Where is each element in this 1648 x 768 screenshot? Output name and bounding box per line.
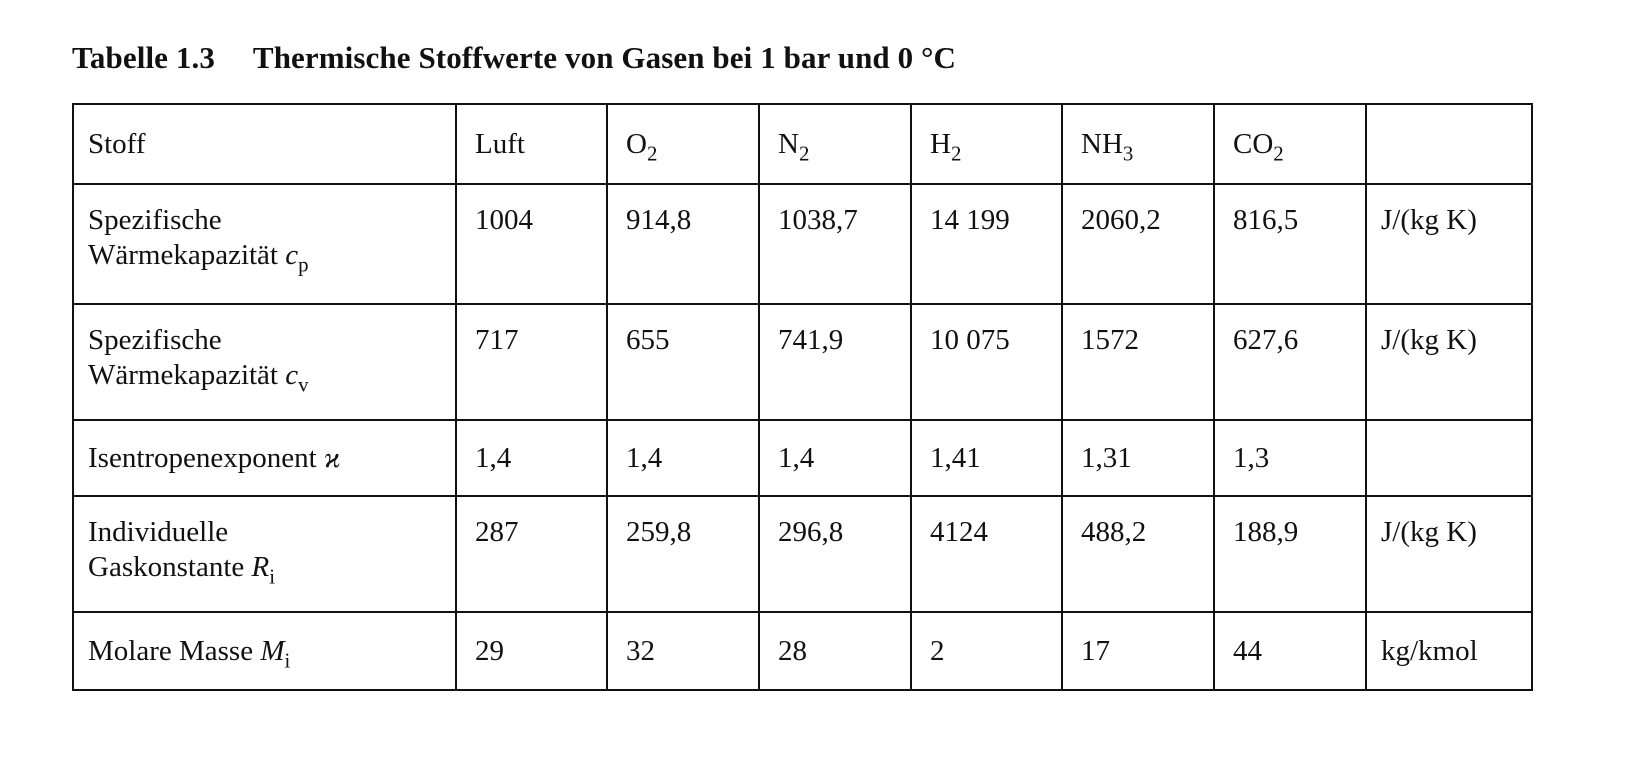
row-label-line2: Isentropenexponent ϰ — [88, 441, 455, 476]
row-symbol: R — [251, 550, 270, 583]
column-name: H — [930, 127, 951, 160]
value-cell: 4124 — [910, 495, 1063, 613]
row-label-cell: Molare Masse Mi — [72, 611, 457, 691]
value-cell: 17 — [1061, 611, 1215, 691]
value-cell: 488,2 — [1061, 495, 1215, 613]
row-label-line2: Wärmekapazität cv — [88, 358, 455, 397]
value-cell: 2060,2 — [1061, 183, 1215, 305]
value-cell: 259,8 — [606, 495, 760, 613]
column-subscript: 2 — [950, 140, 962, 165]
column-name: CO — [1233, 127, 1274, 160]
table-caption: Tabelle 1.3 Thermische Stoffwerte von Gas… — [72, 40, 956, 76]
header-cell: NH3 — [1061, 103, 1215, 185]
row-symbol: M — [260, 634, 285, 667]
header-label: Stoff — [88, 127, 146, 160]
value-cell: 1,4 — [606, 419, 760, 497]
column-subscript: 2 — [798, 140, 810, 165]
row-label-line2: Gaskonstante Ri — [88, 550, 455, 589]
table-number: Tabelle 1.3 — [72, 40, 215, 75]
column-subscript: 3 — [1122, 140, 1134, 165]
row-label-line1: Spezifische — [88, 324, 222, 356]
row-label-text: Isentropenexponent — [88, 441, 317, 474]
header-cell: N2 — [758, 103, 912, 185]
value-cell: 28 — [758, 611, 912, 691]
row-symbol-subscript: p — [298, 252, 309, 277]
value-cell: 188,9 — [1213, 495, 1367, 613]
row-label-cell: Spezifische Wärmekapazität cp — [72, 183, 457, 305]
row-label-line1: Spezifische — [88, 204, 222, 236]
row-symbol: c — [285, 358, 299, 391]
value-cell: 296,8 — [758, 495, 912, 613]
row-symbol-subscript: v — [298, 372, 309, 397]
row-label-cell: Isentropenexponent ϰ — [72, 419, 457, 497]
row-label-text: Molare Masse — [88, 634, 254, 667]
table-row: Individuelle Gaskonstante Ri 287 259,8 2… — [72, 495, 1533, 613]
column-name: O — [626, 127, 647, 160]
row-symbol-subscript: i — [284, 647, 291, 672]
value-cell: 14 199 — [910, 183, 1063, 305]
value-cell: 2 — [910, 611, 1063, 691]
table-row: Spezifische Wärmekapazität cv 717 655 74… — [72, 303, 1533, 421]
unit-cell: J/(kg K) — [1365, 183, 1533, 305]
value-cell: 32 — [606, 611, 760, 691]
value-cell: 29 — [455, 611, 608, 691]
row-label-text: Gaskonstante — [88, 550, 245, 583]
value-cell: 627,6 — [1213, 303, 1367, 421]
value-cell: 741,9 — [758, 303, 912, 421]
unit-cell — [1365, 419, 1533, 497]
column-subscript: 2 — [646, 140, 658, 165]
column-name: N — [778, 127, 799, 160]
header-label-cell: Stoff — [72, 103, 457, 185]
value-cell: 287 — [455, 495, 608, 613]
value-cell: 655 — [606, 303, 760, 421]
unit-cell: J/(kg K) — [1365, 303, 1533, 421]
gas-properties-table: Stoff Luft O2 N2 H2 NH3 CO2 Spezifische … — [72, 103, 1533, 691]
row-symbol-subscript: i — [269, 564, 276, 589]
table-row: Spezifische Wärmekapazität cp 1004 914,8… — [72, 183, 1533, 305]
column-name: Luft — [475, 127, 525, 160]
table-title: Thermische Stoffwerte von Gasen bei 1 ba… — [252, 40, 957, 75]
row-label-cell: Spezifische Wärmekapazität cv — [72, 303, 457, 421]
header-cell: H2 — [910, 103, 1063, 185]
value-cell: 816,5 — [1213, 183, 1367, 305]
value-cell: 1,4 — [758, 419, 912, 497]
header-cell: O2 — [606, 103, 760, 185]
header-row: Stoff Luft O2 N2 H2 NH3 CO2 — [72, 103, 1533, 185]
unit-cell: kg/kmol — [1365, 611, 1533, 691]
column-subscript: 2 — [1273, 140, 1284, 165]
value-cell: 1004 — [455, 183, 608, 305]
unit-cell: J/(kg K) — [1365, 495, 1533, 613]
row-label-text: Wärmekapazität — [88, 358, 278, 391]
value-cell: 1,4 — [455, 419, 608, 497]
value-cell: 44 — [1213, 611, 1367, 691]
header-cell: Luft — [455, 103, 608, 185]
value-cell: 1,3 — [1213, 419, 1367, 497]
value-cell: 1572 — [1061, 303, 1215, 421]
row-label-text: Wärmekapazität — [88, 238, 278, 271]
value-cell: 1,41 — [910, 419, 1063, 497]
row-label-line2: Wärmekapazität cp — [88, 238, 455, 277]
value-cell: 10 075 — [910, 303, 1063, 421]
row-label-cell: Individuelle Gaskonstante Ri — [72, 495, 457, 613]
row-symbol: ϰ — [323, 441, 341, 474]
value-cell: 1038,7 — [758, 183, 912, 305]
value-cell: 914,8 — [606, 183, 760, 305]
row-label-line2: Molare Masse Mi — [88, 634, 455, 672]
table-row: Isentropenexponent ϰ 1,4 1,4 1,4 1,41 1,… — [72, 419, 1533, 497]
column-name: NH — [1081, 127, 1123, 160]
table-row: Molare Masse Mi 29 32 28 2 17 44 kg/kmol — [72, 611, 1533, 691]
header-cell: CO2 — [1213, 103, 1367, 185]
header-unit-cell — [1365, 103, 1533, 185]
row-label-line1: Individuelle — [88, 516, 229, 548]
value-cell: 717 — [455, 303, 608, 421]
row-symbol: c — [285, 238, 299, 271]
value-cell: 1,31 — [1061, 419, 1215, 497]
